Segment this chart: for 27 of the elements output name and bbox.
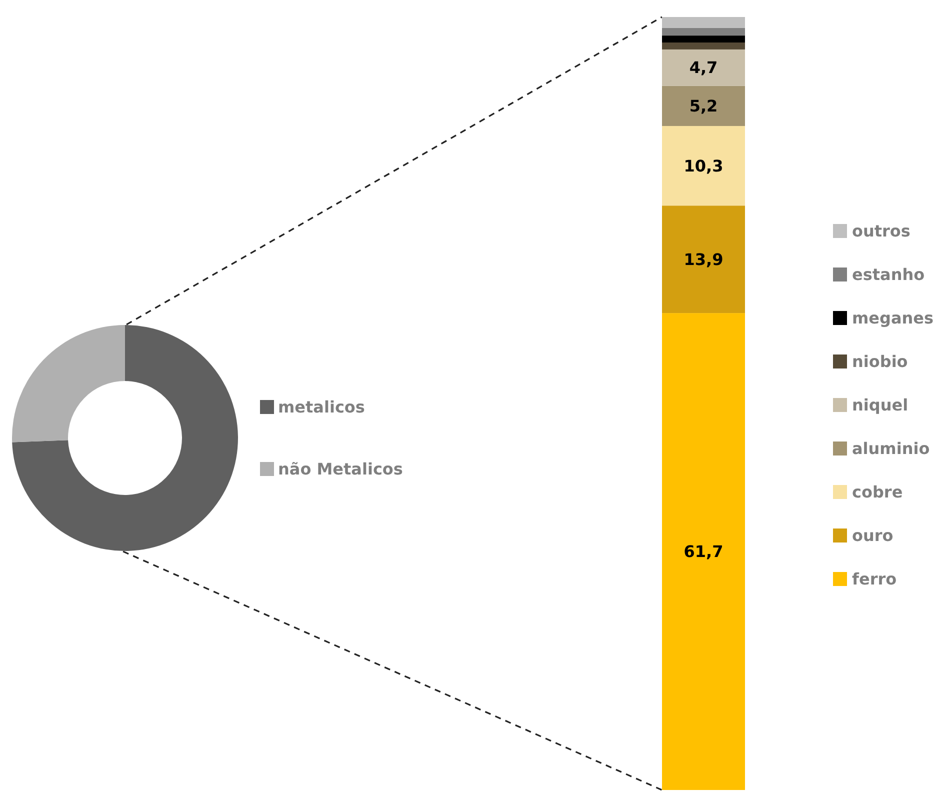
legend-label: cobre <box>852 482 903 502</box>
legend-label: estanho <box>852 265 925 284</box>
legend-label: metalicos <box>278 398 365 417</box>
legend-label: niquel <box>852 396 908 415</box>
legend-label: ferro <box>852 570 897 589</box>
bar <box>662 86 745 126</box>
bar <box>662 49 745 86</box>
bar <box>662 206 745 314</box>
bar <box>662 126 745 206</box>
legend-label: ouro <box>852 526 894 546</box>
legend-label: niobio <box>852 352 908 372</box>
legend-label: meganes <box>852 308 934 328</box>
bar <box>662 28 745 36</box>
donut-slice <box>12 325 125 442</box>
bar <box>662 42 745 50</box>
data-label: 61,7 <box>684 542 724 562</box>
legend-label: outros <box>852 222 910 241</box>
donut-slice <box>12 325 238 551</box>
data-label: 5,2 <box>689 96 718 116</box>
bar <box>662 313 745 790</box>
data-label: 13,9 <box>684 250 724 269</box>
data-label: 10,3 <box>684 156 724 176</box>
bar <box>662 17 745 28</box>
legend-label: aluminio <box>852 439 930 458</box>
bar <box>662 36 745 43</box>
legend-label: não Metalicos <box>278 460 403 479</box>
data-label: 4,7 <box>689 58 718 78</box>
